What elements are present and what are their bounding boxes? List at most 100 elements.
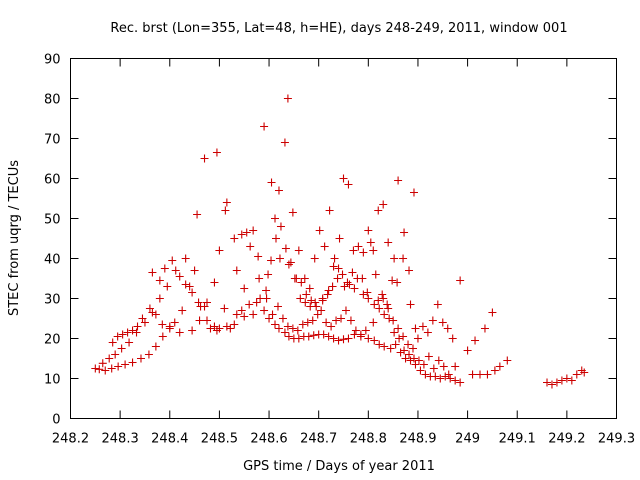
data-point xyxy=(286,258,295,267)
data-point xyxy=(480,324,489,333)
data-point xyxy=(158,320,167,329)
x-tick-label: 248.8 xyxy=(350,432,387,447)
data-point xyxy=(379,200,388,209)
data-point xyxy=(393,278,402,287)
data-points xyxy=(91,94,589,389)
data-point xyxy=(429,364,438,373)
data-point xyxy=(386,344,395,353)
data-point xyxy=(249,226,258,235)
data-point xyxy=(155,276,164,285)
x-tick-label: 248.5 xyxy=(201,432,238,447)
data-point xyxy=(388,276,397,285)
data-point xyxy=(375,304,384,313)
x-tick-label: 248.9 xyxy=(399,432,436,447)
data-point xyxy=(252,298,261,307)
data-point xyxy=(175,328,184,337)
data-point xyxy=(375,340,384,349)
data-point xyxy=(136,354,145,363)
data-point xyxy=(495,362,504,371)
data-point xyxy=(380,342,389,351)
data-point xyxy=(271,320,280,329)
data-point xyxy=(283,322,292,331)
data-point xyxy=(344,334,353,343)
data-point xyxy=(324,286,333,295)
data-point xyxy=(384,304,393,313)
data-point xyxy=(451,362,460,371)
data-point xyxy=(175,272,184,281)
data-point xyxy=(195,316,204,325)
data-point xyxy=(370,300,379,309)
data-point xyxy=(302,290,311,299)
data-point xyxy=(121,360,130,369)
data-point xyxy=(210,278,219,287)
data-point xyxy=(404,340,413,349)
data-point xyxy=(288,324,297,333)
data-point xyxy=(308,316,317,325)
data-point xyxy=(245,300,254,309)
data-point xyxy=(369,318,378,327)
data-point xyxy=(107,364,116,373)
data-point xyxy=(379,294,388,303)
data-point xyxy=(320,242,329,251)
data-point xyxy=(405,266,414,275)
data-point xyxy=(389,316,398,325)
data-point xyxy=(338,270,347,279)
data-point xyxy=(421,370,430,379)
data-point xyxy=(396,348,405,357)
data-point xyxy=(158,332,167,341)
data-point xyxy=(307,296,316,305)
data-point xyxy=(395,334,404,343)
data-point xyxy=(123,328,132,337)
data-point xyxy=(390,328,399,337)
data-point xyxy=(215,246,224,255)
data-point xyxy=(351,326,360,335)
data-point xyxy=(358,274,367,283)
data-point xyxy=(329,262,338,271)
data-point xyxy=(369,246,378,255)
data-point xyxy=(151,310,160,319)
data-point xyxy=(240,312,249,321)
data-point xyxy=(356,330,365,339)
data-point xyxy=(232,310,241,319)
data-point xyxy=(98,359,107,368)
data-point xyxy=(193,210,202,219)
data-point xyxy=(349,246,358,255)
data-point xyxy=(105,354,114,363)
y-tick-label: 60 xyxy=(44,173,61,188)
data-point xyxy=(408,344,417,353)
data-point xyxy=(327,322,336,331)
data-point xyxy=(281,244,290,253)
data-point xyxy=(448,334,457,343)
x-tick-label: 249.2 xyxy=(548,432,585,447)
y-tick-label: 50 xyxy=(44,213,61,228)
data-point xyxy=(181,280,190,289)
data-point xyxy=(572,370,581,379)
data-point xyxy=(168,256,177,265)
data-point xyxy=(337,314,346,323)
plot-area: 248.2 248.3 248.4 248.5 248.6 248.7 248.8 248.9… xyxy=(44,53,635,447)
data-point xyxy=(456,276,465,285)
data-point xyxy=(220,304,229,313)
data-point xyxy=(185,282,194,291)
data-point xyxy=(255,274,264,283)
data-point xyxy=(108,338,117,347)
data-point xyxy=(254,252,263,261)
data-point xyxy=(237,230,246,239)
data-point xyxy=(366,238,375,247)
data-point xyxy=(170,318,179,327)
data-point xyxy=(230,234,239,243)
data-point xyxy=(212,148,221,157)
data-point xyxy=(190,266,199,275)
data-point xyxy=(547,380,556,389)
data-point xyxy=(439,362,448,371)
data-point xyxy=(178,306,187,315)
data-point xyxy=(345,280,354,289)
data-point xyxy=(117,344,126,353)
y-axis-label: STEC from uqrg / TECUs xyxy=(7,160,22,316)
data-point xyxy=(406,356,415,365)
data-point xyxy=(200,154,209,163)
data-point xyxy=(284,332,293,341)
x-axis-ticks: 248.2 248.3 248.4 248.5 248.6 248.7 248.8 248.9… xyxy=(52,58,635,447)
data-point xyxy=(335,234,344,243)
